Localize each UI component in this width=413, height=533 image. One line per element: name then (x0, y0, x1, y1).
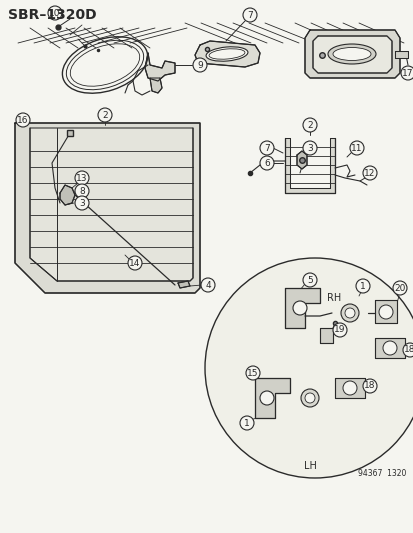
Circle shape (302, 141, 316, 155)
Text: 9: 9 (197, 61, 202, 69)
Text: 18: 18 (403, 345, 413, 354)
Circle shape (302, 118, 316, 132)
Circle shape (240, 416, 254, 430)
Circle shape (192, 58, 206, 72)
Polygon shape (312, 36, 391, 73)
Polygon shape (284, 288, 319, 328)
Polygon shape (195, 41, 259, 67)
Text: RH: RH (326, 293, 340, 303)
Polygon shape (319, 328, 332, 343)
Ellipse shape (344, 308, 354, 318)
Circle shape (400, 66, 413, 80)
Text: 20: 20 (393, 284, 405, 293)
Text: 7: 7 (263, 143, 269, 152)
Circle shape (349, 141, 363, 155)
Text: SBR–1320D: SBR–1320D (8, 8, 96, 22)
Text: LH: LH (303, 461, 316, 471)
Circle shape (362, 166, 376, 180)
Circle shape (259, 156, 273, 170)
Circle shape (378, 305, 392, 319)
Text: 4: 4 (205, 280, 210, 289)
Polygon shape (394, 51, 407, 58)
Circle shape (392, 281, 406, 295)
Text: 6: 6 (263, 158, 269, 167)
Polygon shape (30, 128, 192, 281)
Ellipse shape (206, 47, 247, 61)
Circle shape (302, 273, 316, 287)
Ellipse shape (327, 44, 375, 64)
Circle shape (242, 8, 256, 22)
Text: 2: 2 (306, 120, 312, 130)
Text: 1: 1 (244, 418, 249, 427)
Circle shape (342, 381, 356, 395)
Text: 19: 19 (333, 326, 345, 335)
Circle shape (292, 301, 306, 315)
Text: 16: 16 (17, 116, 28, 125)
Circle shape (355, 279, 369, 293)
Ellipse shape (332, 47, 370, 61)
Text: 12: 12 (363, 168, 375, 177)
Circle shape (98, 108, 112, 122)
Polygon shape (296, 151, 306, 169)
Text: 11: 11 (350, 143, 362, 152)
Polygon shape (374, 338, 404, 358)
Ellipse shape (304, 393, 314, 403)
Circle shape (75, 184, 89, 198)
Circle shape (75, 196, 89, 210)
Text: 7: 7 (247, 11, 252, 20)
Circle shape (362, 379, 376, 393)
Polygon shape (15, 123, 199, 293)
Circle shape (332, 323, 346, 337)
Text: 8: 8 (79, 187, 85, 196)
Ellipse shape (340, 304, 358, 322)
Text: 5: 5 (306, 276, 312, 285)
Circle shape (201, 278, 214, 292)
Polygon shape (150, 78, 161, 93)
Text: 10: 10 (49, 9, 61, 18)
Circle shape (16, 113, 30, 127)
Text: 14: 14 (129, 259, 140, 268)
Polygon shape (284, 138, 334, 193)
Polygon shape (254, 378, 289, 418)
Text: 13: 13 (76, 174, 88, 182)
Circle shape (75, 171, 89, 185)
Polygon shape (374, 300, 396, 323)
Text: 2: 2 (102, 110, 107, 119)
Polygon shape (60, 185, 75, 205)
Text: 94367  1320: 94367 1320 (357, 469, 405, 478)
Circle shape (259, 391, 273, 405)
Text: 18: 18 (363, 382, 375, 391)
Polygon shape (304, 30, 399, 78)
Circle shape (48, 6, 62, 20)
Polygon shape (334, 378, 364, 398)
Text: 15: 15 (247, 368, 258, 377)
Text: 3: 3 (79, 198, 85, 207)
Ellipse shape (300, 389, 318, 407)
Text: 3: 3 (306, 143, 312, 152)
Polygon shape (178, 281, 190, 288)
Circle shape (259, 141, 273, 155)
Circle shape (402, 343, 413, 357)
Text: 17: 17 (401, 69, 413, 77)
Circle shape (382, 341, 396, 355)
Text: 1: 1 (359, 281, 365, 290)
Polygon shape (145, 53, 175, 81)
Circle shape (128, 256, 142, 270)
Circle shape (204, 258, 413, 478)
Circle shape (245, 366, 259, 380)
